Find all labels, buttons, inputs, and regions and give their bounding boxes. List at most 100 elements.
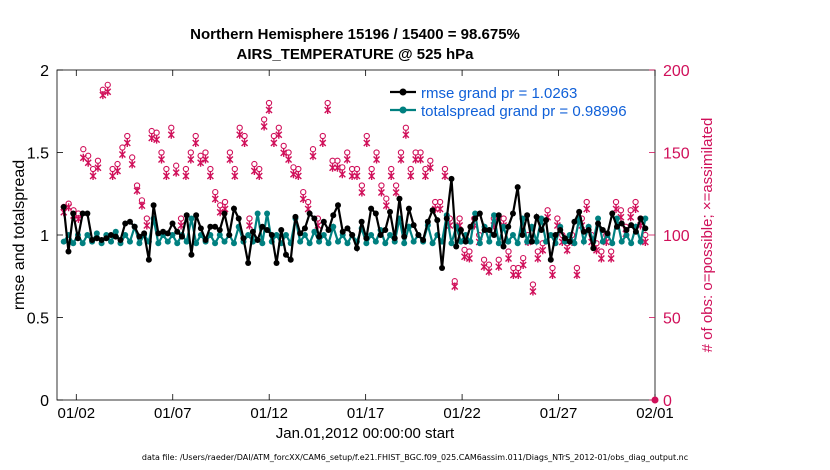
totalspread-point bbox=[188, 215, 195, 222]
obs-possible-point bbox=[212, 188, 219, 196]
rmse-point bbox=[226, 232, 233, 238]
totalspread-point bbox=[429, 240, 436, 247]
obs-possible-point bbox=[275, 124, 282, 131]
rmse-point bbox=[590, 245, 597, 252]
totalspread-point bbox=[372, 238, 379, 245]
rmse-point bbox=[84, 210, 91, 217]
rmse-point bbox=[623, 227, 630, 234]
totalspread-point bbox=[264, 210, 271, 217]
obs-assimilated-point bbox=[333, 163, 341, 172]
rmse-point bbox=[599, 227, 606, 234]
obs-assimilated-point bbox=[529, 287, 537, 296]
obs-assimilated-point bbox=[94, 163, 102, 172]
chart-subtitle: AIRS_TEMPERATURE @ 525 hPa bbox=[236, 46, 474, 63]
obs-possible-point bbox=[80, 146, 87, 153]
obs-possible-point bbox=[324, 99, 331, 107]
obs-assimilated-point bbox=[197, 158, 205, 167]
rmse-point bbox=[566, 238, 573, 245]
obs-possible-point bbox=[177, 215, 185, 222]
obs-assimilated-point bbox=[548, 270, 556, 279]
rmse-point bbox=[60, 203, 67, 210]
obs-possible-point bbox=[309, 146, 317, 153]
rmse-point bbox=[65, 248, 72, 255]
rmse-point bbox=[122, 220, 129, 227]
obs-possible-point bbox=[295, 165, 302, 173]
rmse-point bbox=[443, 215, 450, 222]
y-left-tick-label: 0.5 bbox=[27, 311, 49, 328]
totalspread-point bbox=[405, 223, 412, 230]
legend-totalspread-marker bbox=[399, 106, 407, 114]
rmse-point bbox=[325, 227, 332, 234]
totalspread-point bbox=[457, 238, 464, 245]
rmse-point bbox=[505, 223, 512, 230]
totalspread-point bbox=[79, 240, 86, 247]
obs-assimilated-point bbox=[436, 204, 444, 213]
totalspread-point bbox=[642, 215, 649, 222]
obs-possible-point bbox=[573, 264, 581, 272]
totalspread-point bbox=[183, 238, 190, 245]
totalspread-point bbox=[245, 232, 252, 238]
obs-possible-point bbox=[334, 157, 341, 164]
obs-possible-point bbox=[163, 165, 170, 173]
rmse-point bbox=[188, 251, 195, 258]
obs-assimilated-point bbox=[65, 203, 73, 212]
rmse-point bbox=[98, 236, 105, 243]
rmse-point bbox=[141, 230, 148, 237]
totalspread-point bbox=[637, 238, 644, 245]
totalspread-point bbox=[193, 240, 200, 247]
y-left-axis-label: rmse and totalspread bbox=[11, 160, 28, 310]
totalspread-point bbox=[316, 238, 323, 245]
obs-assimilated-point bbox=[514, 270, 522, 279]
rmse-point bbox=[372, 210, 379, 217]
rmse-point bbox=[216, 227, 223, 234]
totalspread-point bbox=[599, 238, 606, 245]
rmse-point bbox=[240, 235, 247, 242]
obs-possible-point bbox=[202, 149, 209, 156]
totalspread-point bbox=[212, 240, 219, 247]
obs-assimilated-point bbox=[495, 262, 503, 271]
totalspread-point bbox=[259, 240, 266, 247]
obs-assimilated-point bbox=[255, 171, 263, 180]
obs-possible-point bbox=[407, 165, 414, 173]
obs-possible-point bbox=[192, 132, 199, 140]
obs-possible-point bbox=[632, 198, 639, 206]
rmse-point bbox=[457, 227, 464, 234]
totalspread-point bbox=[297, 238, 304, 245]
rmse-point bbox=[89, 236, 96, 243]
obs-possible-point bbox=[109, 165, 116, 173]
obs-possible-point bbox=[256, 165, 263, 173]
totalspread-point bbox=[571, 240, 578, 247]
totalspread-point bbox=[60, 238, 67, 245]
obs-possible-point bbox=[500, 215, 507, 222]
rmse-point bbox=[70, 210, 77, 217]
obs-possible-point bbox=[617, 207, 625, 214]
rmse-point bbox=[353, 245, 360, 252]
obs-assimilated-point bbox=[114, 167, 122, 175]
y-right-tick-label: 200 bbox=[663, 63, 690, 80]
obs-assimilated-point bbox=[641, 237, 649, 246]
rmse-point bbox=[481, 227, 488, 234]
y-left-tick-label: 1 bbox=[40, 228, 49, 245]
obs-possible-point bbox=[363, 132, 370, 140]
obs-assimilated-point bbox=[231, 171, 239, 180]
rmse-point bbox=[79, 210, 86, 217]
totalspread-point bbox=[476, 240, 483, 247]
obs-assimilated-point bbox=[426, 163, 434, 172]
totalspread-point bbox=[301, 232, 308, 238]
rmse-point bbox=[178, 233, 185, 240]
totalspread-point bbox=[174, 240, 181, 247]
totalspread-point bbox=[325, 240, 332, 247]
obs-assimilated-point bbox=[138, 201, 146, 210]
rmse-point bbox=[207, 223, 214, 230]
totalspread-point bbox=[320, 232, 327, 238]
rmse-point bbox=[169, 220, 176, 227]
obs-assimilated-point bbox=[421, 171, 429, 180]
rmse-point bbox=[249, 228, 256, 235]
rmse-point bbox=[533, 213, 540, 220]
obs-assimilated-point bbox=[534, 254, 542, 263]
obs-assimilated-point bbox=[104, 87, 112, 96]
totalspread-point bbox=[533, 238, 540, 245]
obs-assimilated-point bbox=[84, 158, 92, 167]
obs-possible-point bbox=[182, 165, 190, 173]
rmse-point bbox=[377, 232, 384, 238]
